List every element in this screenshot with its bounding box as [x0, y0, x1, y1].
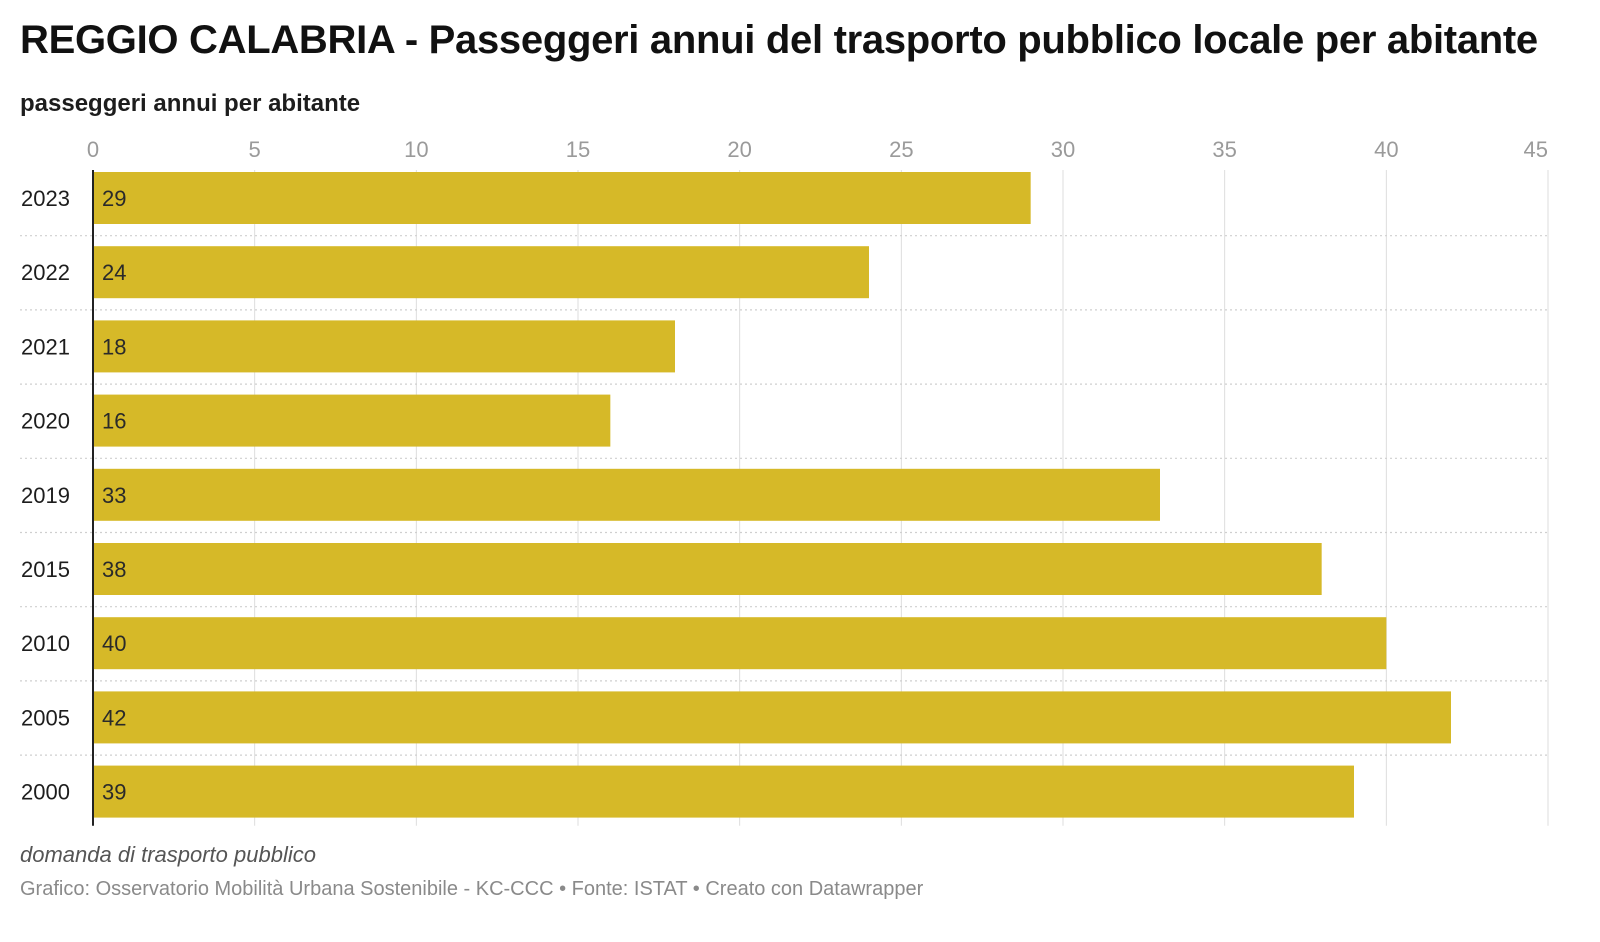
category-label-2000: 2000 [21, 780, 70, 805]
category-label-2005: 2005 [21, 705, 70, 730]
footer-note: domanda di trasporto pubblico [20, 842, 316, 867]
value-label-2022: 24 [102, 260, 126, 285]
bars: 29 24 18 16 33 38 40 42 39 [93, 172, 1451, 818]
x-tick-label: 30 [1051, 137, 1075, 162]
x-tick-label: 10 [404, 137, 428, 162]
value-label-2005: 42 [102, 705, 126, 730]
bar-2023 [93, 172, 1031, 224]
category-label-2020: 2020 [21, 409, 70, 434]
x-tick-label: 25 [889, 137, 913, 162]
bar-chart: 0 5 10 15 20 25 30 35 40 45 29 24 18 16 33 38 40 42 39 20… [20, 137, 1549, 826]
value-label-2021: 18 [102, 334, 126, 359]
bar-2010 [93, 617, 1387, 670]
bar-2022 [93, 246, 869, 299]
x-tick-label: 20 [727, 137, 751, 162]
chart-title: REGGIO CALABRIA - Passeggeri annui del t… [20, 18, 1538, 62]
x-tick-label: 45 [1524, 137, 1548, 162]
bar-2020 [93, 394, 611, 447]
x-tick-label: 35 [1212, 137, 1236, 162]
value-label-2019: 33 [102, 483, 126, 508]
category-label-2019: 2019 [21, 483, 70, 508]
bar-2015 [93, 543, 1322, 595]
bar-2019 [93, 468, 1160, 521]
category-label-2023: 2023 [21, 186, 70, 211]
chart-subtitle: passeggeri annui per abitante [20, 90, 361, 117]
bar-2005 [93, 691, 1451, 744]
value-label-2000: 39 [102, 780, 126, 805]
value-label-2015: 38 [102, 557, 126, 582]
category-label-2010: 2010 [21, 631, 70, 656]
x-tick-label: 0 [87, 137, 99, 162]
category-label-2021: 2021 [21, 334, 70, 359]
value-label-2020: 16 [102, 409, 126, 434]
x-tick-label: 15 [566, 137, 590, 162]
category-label-2015: 2015 [21, 557, 70, 582]
bar-2021 [93, 320, 675, 373]
x-tick-label: 5 [249, 137, 261, 162]
bar-2000 [93, 765, 1354, 818]
value-label-2023: 29 [102, 186, 126, 211]
value-label-2010: 40 [102, 631, 126, 656]
footer-source: Grafico: Osservatorio Mobilità Urbana So… [20, 878, 924, 900]
category-labels: 2023 2022 2021 2020 2019 2015 2010 2005 2000 [21, 186, 70, 805]
x-tick-label: 40 [1374, 137, 1398, 162]
x-axis-ticks: 0 5 10 15 20 25 30 35 40 45 [87, 137, 1548, 162]
category-label-2022: 2022 [21, 260, 70, 285]
